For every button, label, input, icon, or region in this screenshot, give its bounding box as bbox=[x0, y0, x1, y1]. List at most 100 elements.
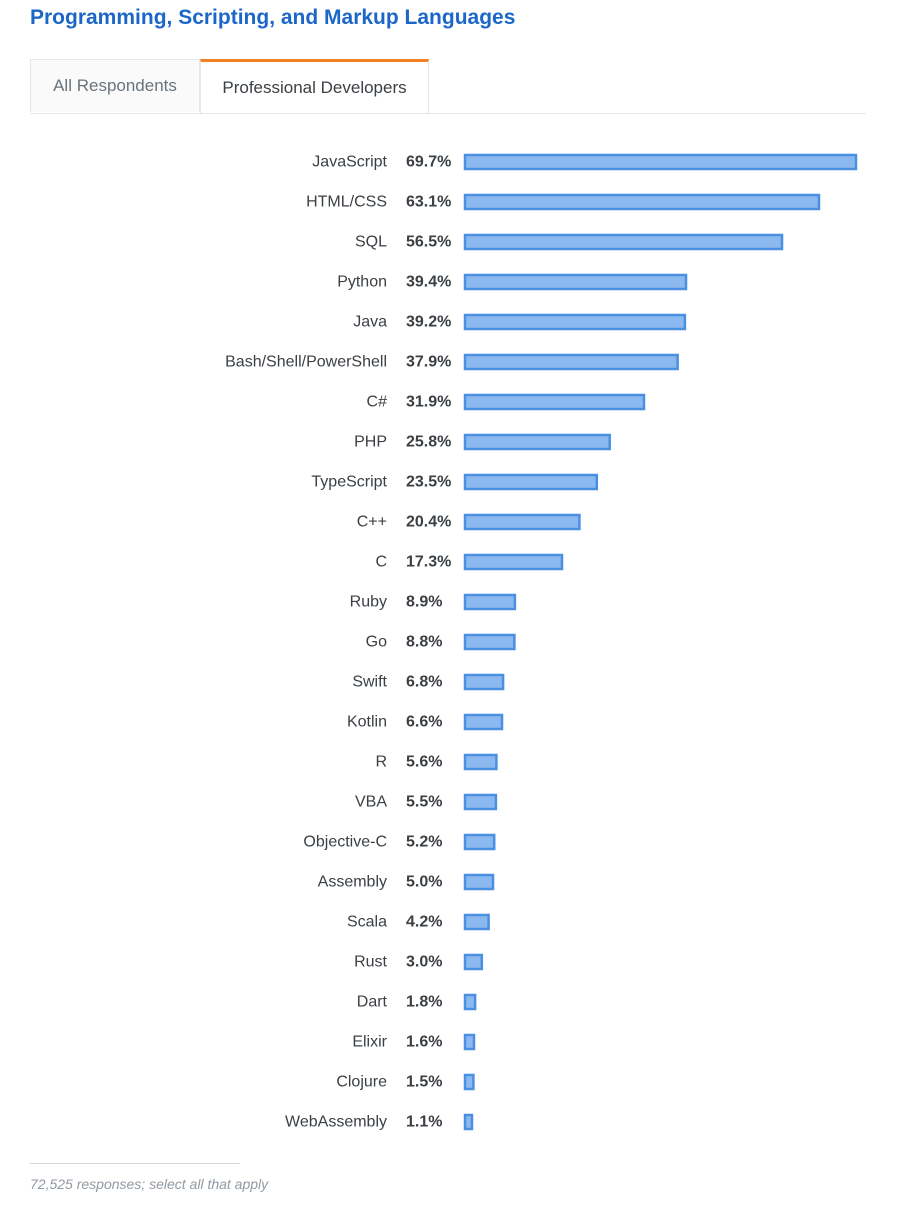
tab-professional-developers[interactable]: Professional Developers bbox=[200, 59, 429, 113]
bar-row: Scala 4.2% bbox=[347, 913, 490, 931]
bar bbox=[463, 633, 516, 651]
value-label: 39.4% bbox=[406, 274, 451, 291]
category-label: C++ bbox=[357, 514, 387, 531]
category-label: SQL bbox=[355, 234, 387, 251]
value-label: 5.6% bbox=[406, 754, 442, 771]
category-label: Dart bbox=[357, 994, 388, 1011]
bar-row: Java 39.2% bbox=[353, 314, 687, 331]
category-label: VBA bbox=[355, 794, 387, 811]
value-label: 20.4% bbox=[406, 514, 451, 531]
category-label: PHP bbox=[354, 434, 387, 451]
value-label: 39.2% bbox=[406, 314, 451, 331]
bar-row: TypeScript 23.5% bbox=[311, 473, 599, 491]
value-label: 1.6% bbox=[406, 1034, 442, 1051]
bar-row: Objective-C 5.2% bbox=[303, 833, 496, 851]
category-label: Swift bbox=[352, 674, 387, 691]
value-label: 69.7% bbox=[406, 154, 451, 171]
bar-row: Kotlin 6.6% bbox=[347, 713, 504, 731]
category-label: HTML/CSS bbox=[306, 194, 387, 211]
bar-row: C++ 20.4% bbox=[357, 514, 581, 531]
bar bbox=[463, 153, 858, 171]
bar-row: C# 31.9% bbox=[367, 393, 646, 411]
bar-row: WebAssembly 1.1% bbox=[285, 1113, 474, 1131]
bar-row: Dart 1.8% bbox=[357, 993, 477, 1011]
value-label: 31.9% bbox=[406, 394, 451, 411]
category-label: Scala bbox=[347, 914, 387, 931]
bar bbox=[463, 193, 821, 211]
category-label: Ruby bbox=[350, 594, 387, 611]
value-label: 37.9% bbox=[406, 354, 451, 371]
bar-row: R 5.6% bbox=[375, 753, 498, 771]
value-label: 56.5% bbox=[406, 234, 451, 251]
bar bbox=[463, 393, 646, 411]
category-label: Elixir bbox=[352, 1034, 387, 1051]
bar bbox=[463, 553, 564, 571]
bar-row: SQL 56.5% bbox=[355, 233, 784, 251]
bar-row: Swift 6.8% bbox=[352, 673, 505, 691]
responses-footnote: 72,525 responses; select all that apply bbox=[30, 1176, 269, 1192]
category-label: Java bbox=[353, 314, 387, 331]
tab-all-respondents[interactable]: All Respondents bbox=[30, 59, 200, 112]
bar-row: HTML/CSS 63.1% bbox=[306, 193, 821, 211]
category-label: Go bbox=[366, 634, 387, 651]
bar-row: Rust 3.0% bbox=[354, 953, 484, 971]
value-label: 5.2% bbox=[406, 834, 442, 851]
bar-row: Bash/Shell/PowerShell 37.9% bbox=[225, 353, 679, 371]
bar bbox=[463, 753, 498, 771]
bar bbox=[463, 353, 679, 371]
bar-row: Elixir 1.6% bbox=[352, 1033, 476, 1051]
bar-row: Go 8.8% bbox=[366, 633, 516, 651]
bar bbox=[463, 473, 599, 491]
tab-label: Professional Developers bbox=[222, 77, 407, 97]
value-label: 25.8% bbox=[406, 434, 451, 451]
category-label: Rust bbox=[354, 954, 387, 971]
value-label: 4.2% bbox=[406, 914, 442, 931]
bar bbox=[463, 1113, 474, 1131]
value-label: 17.3% bbox=[406, 554, 451, 571]
chart-title: Programming, Scripting, and Markup Langu… bbox=[30, 6, 516, 29]
bar bbox=[463, 833, 496, 851]
bar bbox=[463, 713, 504, 731]
bar-row: Python 39.4% bbox=[337, 273, 688, 291]
bar bbox=[463, 873, 495, 891]
value-label: 6.8% bbox=[406, 674, 442, 691]
category-label: Python bbox=[337, 274, 387, 291]
value-label: 6.6% bbox=[406, 714, 442, 731]
bar bbox=[463, 593, 517, 611]
bar bbox=[463, 953, 484, 971]
value-label: 63.1% bbox=[406, 194, 451, 211]
value-label: 23.5% bbox=[406, 474, 451, 491]
category-label: Objective-C bbox=[303, 834, 387, 851]
bar-row: C 17.3% bbox=[375, 553, 564, 571]
value-label: 1.5% bbox=[406, 1074, 442, 1091]
bar-row: PHP 25.8% bbox=[354, 434, 611, 451]
bar-row: JavaScript 69.7% bbox=[312, 153, 858, 171]
bar bbox=[463, 673, 505, 691]
tab-bar: All Respondents Professional Developers bbox=[30, 59, 866, 114]
bar-row: VBA 5.5% bbox=[355, 794, 498, 811]
bar bbox=[463, 913, 490, 931]
category-label: R bbox=[375, 754, 387, 771]
value-label: 8.9% bbox=[406, 594, 442, 611]
tab-label: All Respondents bbox=[53, 76, 177, 95]
bar bbox=[463, 233, 784, 251]
value-label: 1.8% bbox=[406, 994, 442, 1011]
bar-row: Assembly 5.0% bbox=[318, 873, 495, 891]
value-label: 5.5% bbox=[406, 794, 442, 811]
category-label: Assembly bbox=[318, 874, 387, 891]
category-label: Kotlin bbox=[347, 714, 387, 731]
value-label: 1.1% bbox=[406, 1114, 442, 1131]
footer-divider bbox=[30, 1163, 240, 1164]
category-label: C# bbox=[367, 394, 388, 411]
value-label: 3.0% bbox=[406, 954, 442, 971]
category-label: C bbox=[375, 554, 387, 571]
value-label: 8.8% bbox=[406, 634, 442, 651]
bar bbox=[463, 273, 688, 291]
category-label: TypeScript bbox=[311, 474, 387, 491]
category-label: WebAssembly bbox=[285, 1114, 387, 1131]
category-label: Bash/Shell/PowerShell bbox=[225, 354, 387, 371]
bar-row: Ruby 8.9% bbox=[350, 593, 517, 611]
bar bbox=[463, 993, 477, 1011]
bar bbox=[463, 1033, 476, 1051]
